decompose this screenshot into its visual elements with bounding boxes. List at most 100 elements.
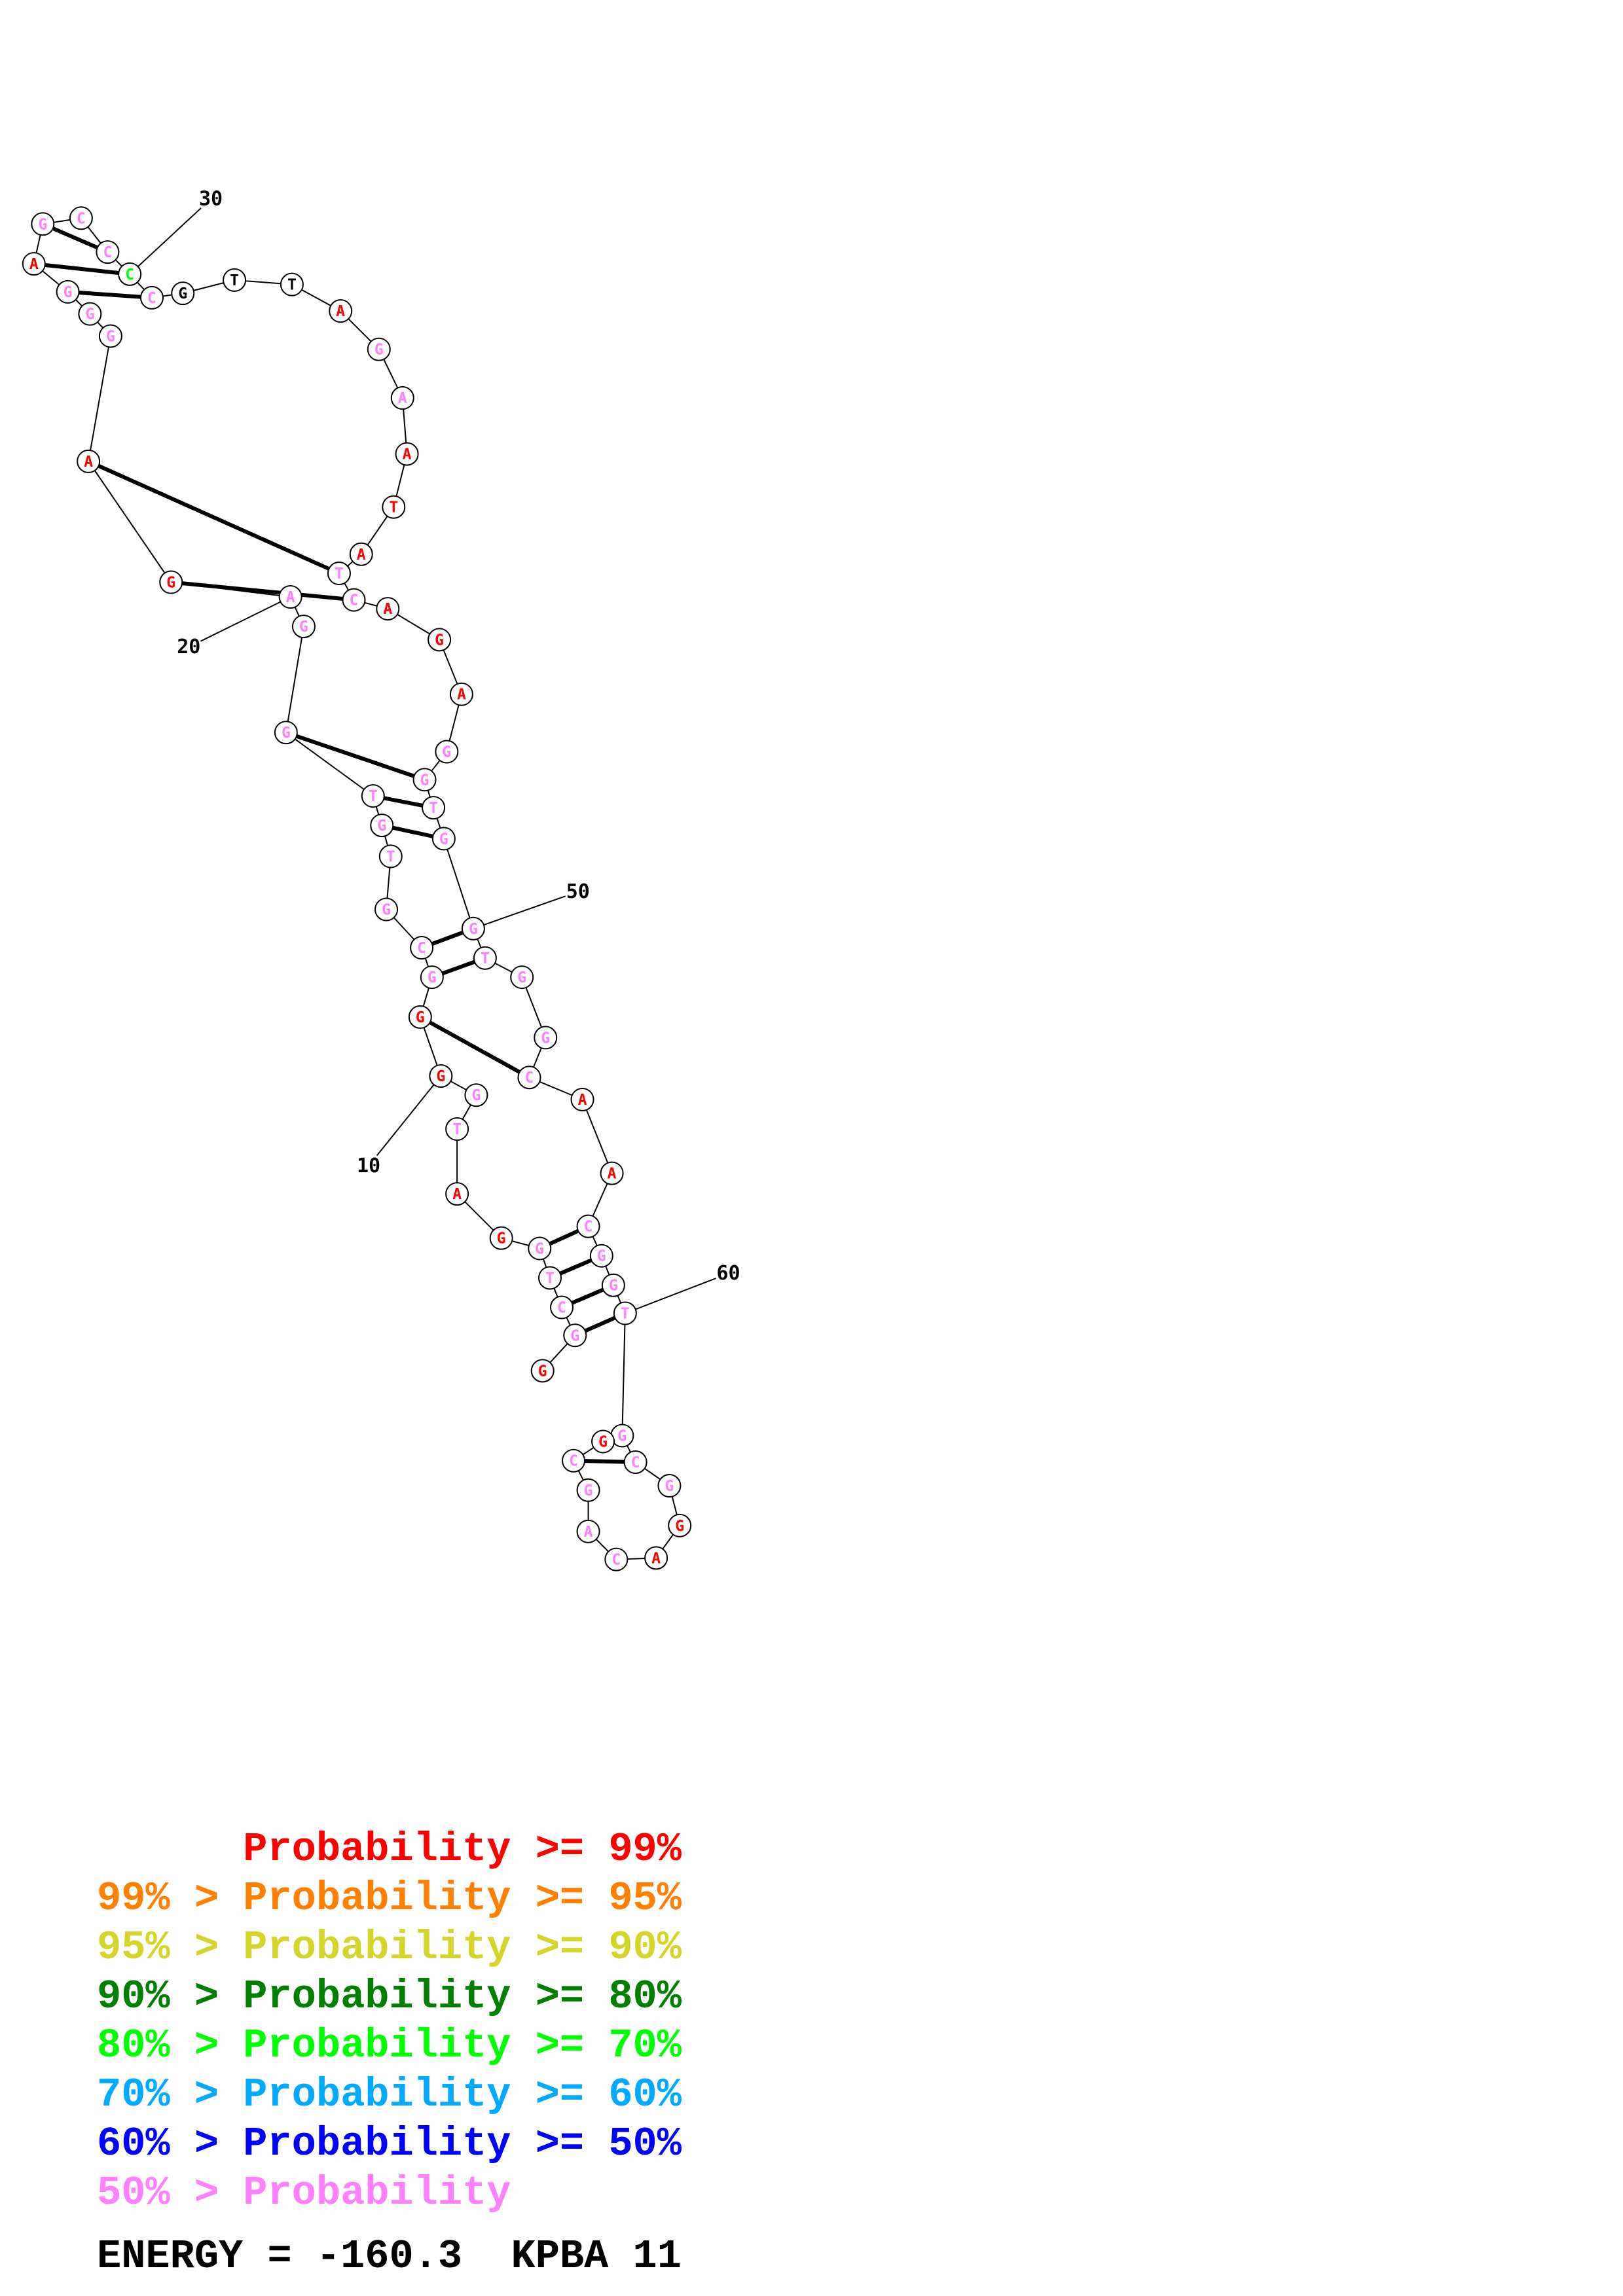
nucleotide-node: G (431, 827, 456, 851)
nucleotide-base-label: G (665, 1478, 674, 1495)
nucleotide-base-label: A (84, 454, 93, 471)
nucleotide-node: C (550, 1295, 574, 1319)
backbone-segment (621, 1313, 626, 1436)
nucleotide-base-label: G (374, 342, 384, 359)
nucleotide-node: A (22, 252, 46, 276)
nucleotide-node: A (600, 1161, 624, 1185)
nucleotide-circle (159, 570, 183, 594)
nucleotide-base-label: T (287, 277, 297, 294)
nucleotide-node: G (461, 916, 485, 941)
nucleotide-base-label: A (29, 256, 39, 273)
nucleotide-node: A (349, 542, 373, 566)
position-number-label: 10 (357, 1155, 380, 1177)
nucleotide-circle (428, 628, 452, 652)
nucleotide-circle (510, 965, 534, 990)
nucleotide-circle (576, 1478, 600, 1502)
position-number-label: 20 (177, 636, 200, 658)
backbone-segment (88, 461, 172, 583)
nucleotide-circle (327, 562, 351, 586)
nucleotide-node: G (510, 965, 534, 990)
nucleotide-node: C (623, 1450, 647, 1474)
nucleotide-node: G (464, 1083, 488, 1107)
nucleotide-base-label: G (609, 1278, 618, 1295)
nucleotide-circle (139, 285, 164, 310)
nucleotide-base-label: A (452, 1186, 462, 1203)
nucleotide-node: A (576, 1519, 600, 1543)
nucleotide-circle (445, 1117, 469, 1141)
nucleotide-base-label: G (377, 817, 386, 834)
legend-prefix: 60% > (97, 2121, 244, 2167)
nucleotide-base-label: G (435, 632, 444, 649)
nucleotide-circle (570, 1087, 594, 1111)
nucleotide-base-label: G (535, 1240, 544, 1257)
nucleotide-base-label: G (597, 1248, 606, 1265)
nucleotide-node: G (159, 570, 183, 594)
nucleotide-circle (489, 1226, 513, 1250)
nucleotide-circle (657, 1474, 682, 1498)
nucleotide-circle (223, 268, 247, 292)
legend-label: Probability >= 50% (243, 2121, 682, 2167)
nucleotide-circle (429, 1064, 453, 1088)
nucleotide-circle (589, 1244, 613, 1268)
nucleotide-base-label: A (336, 303, 345, 320)
nucleotide-circle (22, 252, 46, 276)
nucleotide-base-label: G (538, 1363, 547, 1380)
legend-label: Probability >= 70% (243, 2022, 682, 2069)
nucleotide-circle (517, 1066, 541, 1090)
nucleotide-base-label: T (452, 1121, 462, 1138)
nucleotide-circle (390, 386, 414, 410)
nucleotide-circle (422, 796, 446, 820)
nucleotide-circle (530, 1359, 555, 1383)
nucleotide-circle (367, 337, 391, 361)
nucleotide-base-label: G (428, 969, 437, 986)
nucleotide-node: A (445, 1182, 469, 1206)
legend-row: Probability >= 99% (97, 1825, 682, 1874)
nucleotide-node: G (489, 1226, 513, 1250)
nucleotide-base-label: G (497, 1230, 506, 1247)
nucleotide-node: G (589, 1244, 613, 1268)
nucleotide-circle (78, 302, 102, 326)
nucleotide-circle (349, 542, 373, 566)
legend-prefix: 95% > (97, 1924, 244, 1971)
number-tick-line (129, 207, 202, 275)
nucleotide-node: C (604, 1547, 629, 1571)
nucleotide-base-label: C (350, 592, 359, 609)
nucleotide-base-label: A (578, 1092, 587, 1109)
nucleotide-node: C (118, 262, 142, 286)
nucleotide-circle (449, 682, 473, 706)
nucleotide-circle (473, 946, 497, 970)
nucleotide-base-label: T (429, 800, 438, 817)
nucleotide-base-label: G (570, 1327, 579, 1344)
energy-label: ENERGY = -160.3 KPBA 11 (97, 2233, 682, 2280)
legend-row: 60% > Probability >= 50% (97, 2119, 682, 2168)
nucleotide-node: T (382, 495, 406, 519)
nucleotide-circle (538, 1266, 562, 1290)
nucleotide-node: G (420, 965, 444, 990)
number-tick-line (625, 1278, 716, 1314)
nucleotide-circle (171, 281, 195, 306)
nucleotide-circle (461, 916, 485, 941)
nucleotide-node: T (422, 796, 446, 820)
nucleotide-base-label: C (557, 1300, 566, 1317)
nucleotide-circle (604, 1547, 629, 1571)
nucleotide-circle (563, 1323, 587, 1348)
nucleotide-node: C (69, 206, 93, 230)
nucleotide-node: G (601, 1273, 625, 1297)
nucleotide-circle (534, 1026, 558, 1050)
nucleotide-node: C (342, 588, 366, 612)
nucleotide-node: T (361, 784, 385, 808)
base-pair-line (87, 459, 340, 575)
position-number-ticks: 10 20 30 50 60 (129, 188, 740, 1314)
nucleotide-circle (280, 272, 304, 296)
nucleotide-base-label: A (457, 687, 466, 704)
nucleotide-node: T (538, 1266, 562, 1290)
nucleotide-node: G (78, 302, 102, 326)
nucleotide-circle (395, 442, 419, 466)
nucleotide-node: G (591, 1429, 615, 1454)
nucleotide-node: G (412, 768, 437, 792)
nucleotide-circle (412, 768, 437, 792)
legend-label: Probability >= 95% (243, 1875, 682, 1922)
nucleotide-circle (644, 1546, 668, 1570)
nucleotide-base-label: G (442, 744, 451, 761)
nucleotide-node: G (534, 1026, 558, 1050)
